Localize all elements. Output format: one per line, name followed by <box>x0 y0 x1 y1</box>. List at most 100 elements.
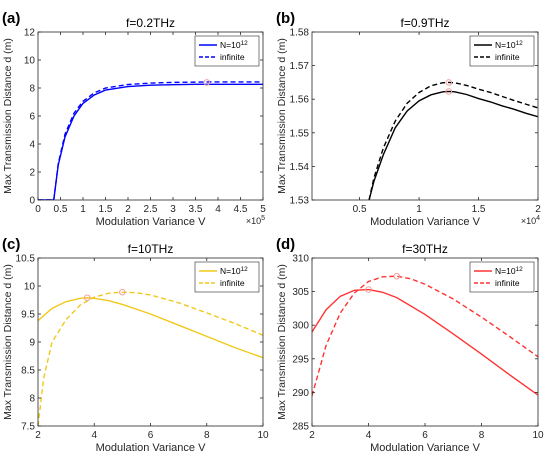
y-tick-label: 8 <box>29 84 35 95</box>
y-tick-label: 1.54 <box>290 162 310 173</box>
series-group <box>38 79 263 200</box>
legend: N=1012 infinite <box>194 35 260 67</box>
optimum-marker <box>445 79 453 86</box>
x-tick-label: 1.5 <box>99 204 113 215</box>
y-tick-label: 1.58 <box>290 28 310 39</box>
legend-entry-label: infinite <box>495 278 520 288</box>
y-tick-label: 9 <box>29 338 35 349</box>
y-tick-label: 300 <box>292 321 309 332</box>
x-tick-label: 4 <box>91 430 97 441</box>
chart-title: f=0.9THz <box>400 16 449 30</box>
optimum-marker <box>365 286 372 293</box>
y-tick-label: 305 <box>292 287 309 298</box>
x-tick-label: 0.5 <box>54 204 68 215</box>
legend-entry-label: N=1012 <box>220 266 248 276</box>
optimum-marker <box>119 288 126 296</box>
series-line-infinite <box>38 81 263 200</box>
y-tick-label: 295 <box>292 354 309 365</box>
series-line-n1e12 <box>38 297 263 359</box>
legend-entry-label: N=1012 <box>220 40 248 50</box>
optimum-marker <box>83 294 91 302</box>
x-tick-label: 10 <box>257 430 269 441</box>
legend-box <box>194 35 260 67</box>
legend: N=1012 infinite <box>469 261 535 293</box>
axes-box <box>311 31 539 201</box>
x-tick-label: 5 <box>260 204 266 215</box>
x-tick-label: 8 <box>204 430 210 441</box>
optimum-marker <box>393 272 401 280</box>
y-tick-label: 10 <box>24 56 36 67</box>
chart-panel-1: 0 0.5 1 1.5 2 2.5 3 3.5 4 4.5 5 0 2 4 6 8 10 12 ×105 Modula… <box>2 10 266 228</box>
x-axis-label: Modulation Variance V <box>96 216 207 228</box>
chart-title: f=0.2THz <box>126 16 175 30</box>
x-tick-label: 2.5 <box>144 204 158 215</box>
x-tick-label: 1.5 <box>472 204 486 215</box>
x-tick-label: 2 <box>535 204 541 215</box>
x-tick-label: 8 <box>479 430 485 441</box>
legend-entry-label: infinite <box>220 52 245 62</box>
legend-entry-label: N=1012 <box>495 40 523 50</box>
legend-entry-label: N=1012 <box>495 266 523 276</box>
y-tick-label: 8 <box>29 394 35 405</box>
x-exponent-label: ×104 <box>521 215 540 226</box>
legend: N=1012 infinite <box>469 35 535 67</box>
x-tick-label: 3.5 <box>189 204 203 215</box>
x-axis-label: Modulation Variance V <box>370 442 481 454</box>
x-tick-label: 3 <box>170 204 176 215</box>
x-tick-label: 2 <box>309 430 315 441</box>
series-line-infinite <box>38 291 263 426</box>
optimum-marker <box>203 79 211 86</box>
y-axis-label: Max Transmission Distance d (m) <box>276 38 288 194</box>
x-exponent-label: ×105 <box>246 215 265 226</box>
x-tick-label: 2 <box>125 204 131 215</box>
x-tick-label: 10 <box>532 430 544 441</box>
y-tick-label: 1.57 <box>290 61 310 72</box>
legend-entry-label: infinite <box>220 278 245 288</box>
legend-entry-label: infinite <box>495 52 520 62</box>
y-tick-label: 285 <box>292 422 309 433</box>
legend-box <box>194 261 260 293</box>
panel-label: (d) <box>276 236 295 253</box>
y-tick-label: 290 <box>292 388 309 399</box>
chart-panel-2: 0.5 1 1.5 2 1.53 1.54 1.55 1.56 1.57 1.58 ×104 Modu… <box>276 10 541 228</box>
y-tick-label: 7.5 <box>21 422 35 433</box>
y-tick-label: 2 <box>29 168 35 179</box>
legend: N=1012 infinite <box>194 261 260 293</box>
series-group <box>312 272 538 396</box>
chart-panel-3: 2 4 6 8 10 7.5 8 8.5 9 9.5 10 10.5 Modulation Varian… <box>2 236 269 454</box>
x-tick-label: 6 <box>148 430 154 441</box>
x-tick-label: 0 <box>35 204 41 215</box>
x-axis-label: Modulation Variance V <box>96 442 207 454</box>
y-tick-label: 8.5 <box>21 366 35 377</box>
series-group <box>38 288 263 426</box>
series-group <box>368 79 538 200</box>
x-tick-label: 4 <box>366 430 372 441</box>
chart-panel-4: 2 4 6 8 10 285 290 295 300 305 310 Modulation Varia… <box>276 236 544 454</box>
x-tick-label: 0.5 <box>353 204 367 215</box>
y-tick-label: 9.5 <box>21 310 35 321</box>
series-line-n1e12 <box>368 90 538 200</box>
optimum-marker <box>445 88 453 95</box>
series-line-infinite <box>368 81 538 200</box>
y-axis-label: Max Transmission Distance d (m) <box>2 264 14 420</box>
chart-title: f=30THz <box>402 242 448 256</box>
y-tick-label: 12 <box>24 28 36 39</box>
y-tick-label: 1.55 <box>290 128 310 139</box>
chart-title: f=10THz <box>128 242 174 256</box>
legend-box <box>469 35 535 67</box>
y-tick-label: 1.53 <box>290 196 310 207</box>
y-axis-label: Max Transmission Distance d (m) <box>276 264 288 420</box>
y-tick-label: 310 <box>292 254 309 265</box>
legend-box <box>469 261 535 293</box>
y-tick-label: 10 <box>24 282 36 293</box>
y-tick-label: 0 <box>29 196 35 207</box>
y-tick-label: 6 <box>29 112 35 123</box>
panel-label: (b) <box>276 10 295 27</box>
x-tick-label: 2 <box>35 430 41 441</box>
x-tick-label: 6 <box>422 430 428 441</box>
y-tick-label: 10.5 <box>16 254 36 265</box>
panel-label: (c) <box>2 236 20 253</box>
x-tick-label: 4 <box>215 204 221 215</box>
y-axis-label: Max Transmission Distance d (m) <box>2 38 14 194</box>
